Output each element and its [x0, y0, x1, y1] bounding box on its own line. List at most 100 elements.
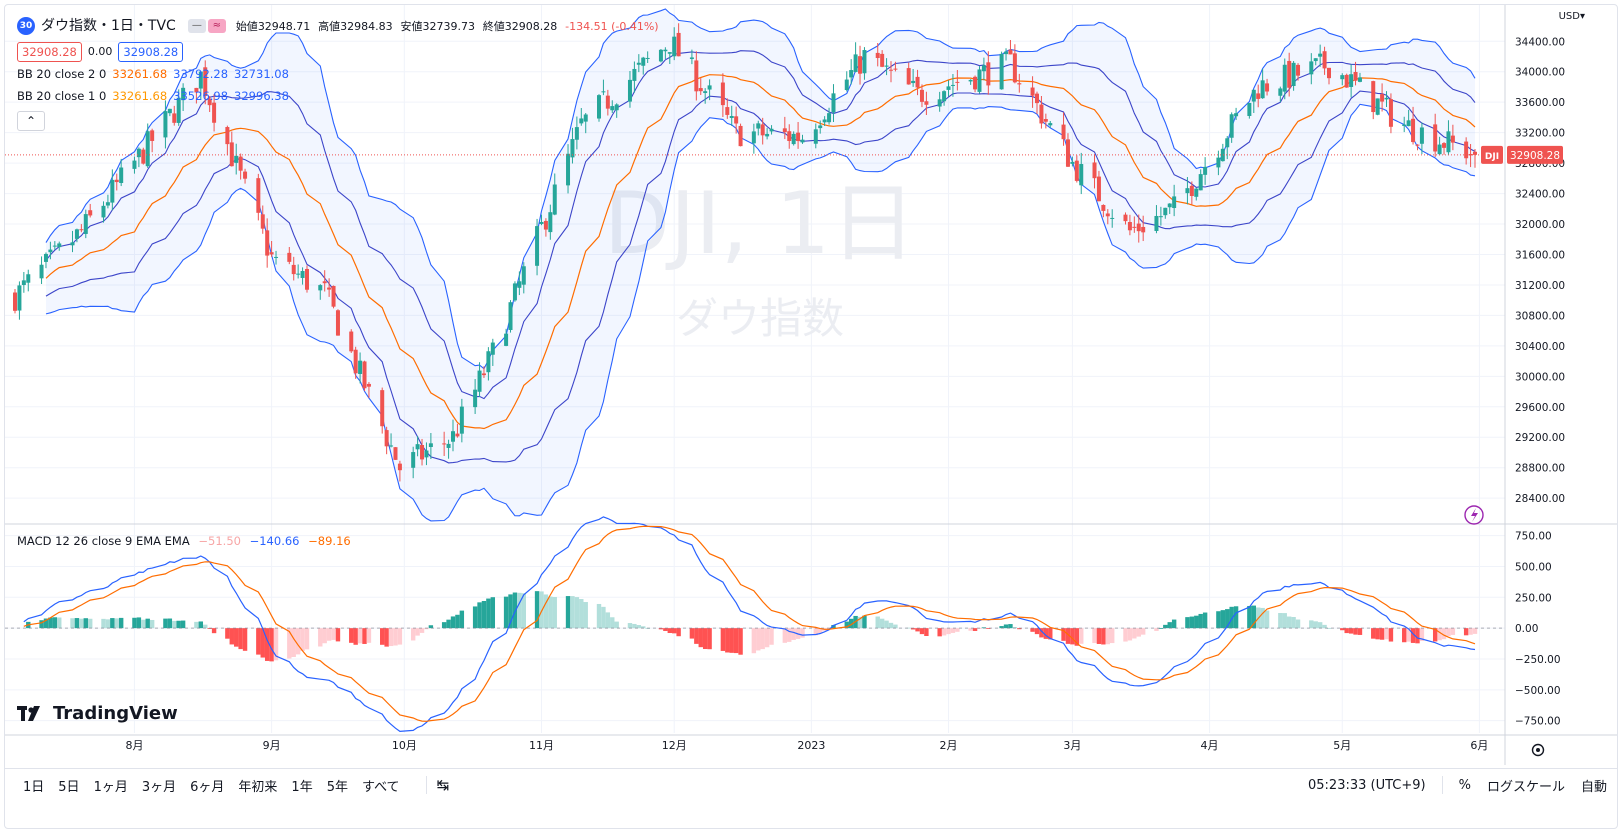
candle-body	[791, 133, 796, 145]
macd-hist-bar	[632, 623, 637, 629]
macd-hist-bar	[884, 620, 889, 629]
macd-hist-bar	[512, 592, 518, 629]
tf-all[interactable]: すべて	[361, 779, 400, 795]
compare-toggle[interactable]: — ≈	[187, 19, 226, 33]
gear-icon[interactable]	[1531, 743, 1545, 757]
candle-body	[672, 36, 677, 57]
candle-body	[570, 139, 575, 158]
ohlc-values: 始値32948.71 高値32984.83 安値32739.73 終値32908…	[235, 19, 659, 33]
macd-hist-bar	[787, 628, 792, 642]
log-scale-toggle[interactable]: ログスケール	[1486, 779, 1565, 795]
candle	[1380, 83, 1385, 112]
candle	[1340, 73, 1345, 86]
candle	[229, 131, 234, 167]
macd-hist-bar	[844, 621, 849, 629]
tf-ytd[interactable]: 年初来	[238, 779, 278, 795]
macd-hist-bar	[1353, 628, 1358, 635]
candle	[769, 125, 774, 135]
goto-date-icon[interactable]: ↹	[436, 776, 450, 794]
candle-body	[694, 60, 699, 92]
candle-body	[1251, 89, 1256, 102]
candle	[132, 156, 137, 174]
auto-scale-toggle[interactable]: 自動	[1580, 779, 1607, 795]
candle	[924, 91, 929, 116]
price-tick-label: 32000.00	[1515, 219, 1565, 231]
candle-body	[641, 57, 646, 66]
collapse-legend-button[interactable]: ⌃	[17, 111, 45, 131]
macd-hist-bar	[760, 628, 765, 650]
clock[interactable]: 05:23:33 (UTC+9)	[1308, 777, 1426, 793]
candle-body	[1291, 62, 1296, 87]
candle-body	[296, 273, 301, 275]
currency-label[interactable]: USD▾	[1558, 11, 1585, 22]
percent-toggle[interactable]: %	[1458, 777, 1471, 793]
candle-body	[703, 91, 708, 94]
candle-body	[1282, 64, 1287, 92]
macd-hist-bar	[893, 624, 898, 629]
bb2-legend[interactable]: BB 20 close 2 0 33261.68 33792.28 32731.…	[17, 67, 289, 81]
macd-hist-bar	[879, 618, 885, 629]
candle-body	[521, 266, 526, 285]
bb1-legend[interactable]: BB 20 close 1 0 33261.68 33526.98 32996.…	[17, 89, 289, 103]
bottom-toolbar: 1日 5日 1ヶ月 3ヶ月 6ヶ月 年初来 1年 5年 すべて ↹ 05:23:…	[5, 768, 1617, 801]
candle-body	[1287, 60, 1292, 88]
candle	[1105, 209, 1110, 225]
candle-body	[490, 342, 495, 355]
candle-body	[260, 214, 265, 229]
candle-body	[287, 252, 292, 262]
alert-lightning-icon[interactable]	[1464, 505, 1484, 525]
price-tick-label: 31600.00	[1515, 249, 1565, 261]
tf-1m[interactable]: 1ヶ月	[93, 779, 128, 795]
tradingview-logo[interactable]: TradingView	[17, 703, 178, 724]
buy-price-box[interactable]: 32908.28	[118, 42, 184, 62]
candle	[1251, 89, 1256, 113]
tf-5y[interactable]: 5年	[326, 779, 348, 795]
candle	[614, 103, 619, 118]
macd-hist-bar	[388, 628, 394, 647]
macd-hist-bar	[972, 628, 978, 631]
macd-hist-bar	[167, 618, 173, 629]
tf-3m[interactable]: 3ヶ月	[141, 779, 177, 795]
candle-body	[114, 179, 119, 183]
tf-1d[interactable]: 1日	[23, 779, 45, 795]
candle	[358, 352, 363, 384]
candle-body	[1450, 135, 1455, 143]
symbol-title[interactable]: ダウ指数・1日・TVC	[41, 18, 176, 34]
grid	[5, 5, 1505, 733]
macd-hist-bar	[1264, 610, 1270, 629]
candle	[1017, 73, 1022, 93]
candle-body	[1203, 166, 1208, 175]
candle-body	[411, 452, 416, 468]
candle	[543, 218, 548, 237]
candle-body	[707, 85, 712, 90]
candle	[105, 194, 110, 209]
candle-body	[1105, 213, 1110, 217]
macd-hist-bar	[1463, 628, 1469, 636]
macd-hist-bar	[291, 628, 296, 657]
minus-icon[interactable]: —	[187, 19, 206, 33]
sell-price-box[interactable]: 32908.28	[17, 42, 82, 62]
macd-hist-bar	[269, 628, 274, 662]
candle	[672, 27, 677, 61]
tf-1y[interactable]: 1年	[291, 779, 313, 795]
price-tick-label: 32400.00	[1515, 189, 1565, 201]
macd-legend[interactable]: MACD 12 26 close 9 EMA EMA −51.50 −140.6…	[17, 534, 351, 548]
candle-body	[83, 214, 88, 234]
candle	[689, 49, 694, 65]
tf-6m[interactable]: 6ヶ月	[190, 779, 225, 795]
candle	[353, 346, 358, 379]
divider	[425, 776, 427, 794]
tf-5d[interactable]: 5日	[58, 779, 80, 795]
candle-body	[88, 210, 93, 216]
macd-hist-bar	[782, 628, 788, 643]
candle	[1296, 63, 1301, 81]
candle-body	[481, 373, 486, 376]
candle-body	[428, 443, 433, 448]
candle-body	[1384, 97, 1389, 100]
macd-hist-bar	[941, 628, 947, 636]
macd-hist-bar	[393, 628, 398, 646]
macd-hist-bar	[52, 617, 58, 629]
approx-icon[interactable]: ≈	[207, 19, 226, 33]
candle-body	[689, 57, 694, 59]
